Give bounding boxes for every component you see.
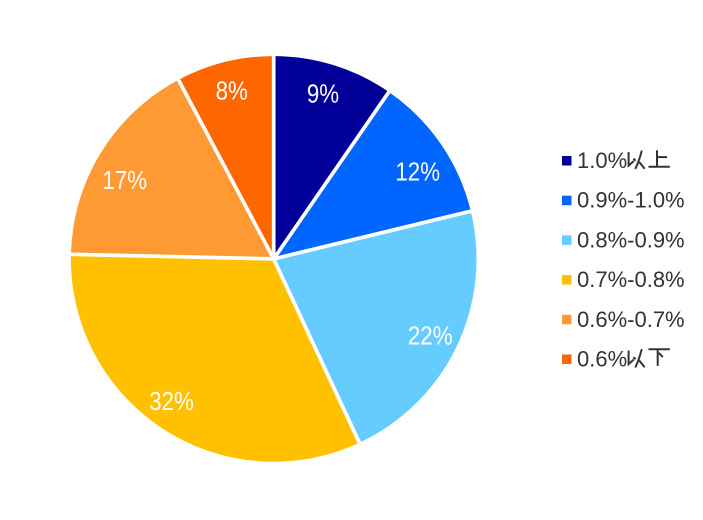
- svg-text:1.0%: 1.0%: [577, 148, 627, 173]
- svg-text:32%: 32%: [149, 388, 194, 417]
- svg-text:0.9%-1.0%: 0.9%-1.0%: [577, 188, 685, 213]
- svg-text:0.6%-0.7%: 0.6%-0.7%: [577, 307, 685, 332]
- svg-text:8%: 8%: [216, 77, 248, 106]
- svg-text:9%: 9%: [307, 80, 339, 109]
- svg-text:0.7%-0.8%: 0.7%-0.8%: [577, 267, 685, 292]
- svg-text:0.8%-0.9%: 0.8%-0.9%: [577, 227, 685, 252]
- svg-text:17%: 17%: [102, 166, 147, 195]
- svg-text:0.6%: 0.6%: [577, 347, 627, 372]
- svg-text:12%: 12%: [395, 158, 440, 187]
- svg-text:22%: 22%: [408, 322, 453, 351]
